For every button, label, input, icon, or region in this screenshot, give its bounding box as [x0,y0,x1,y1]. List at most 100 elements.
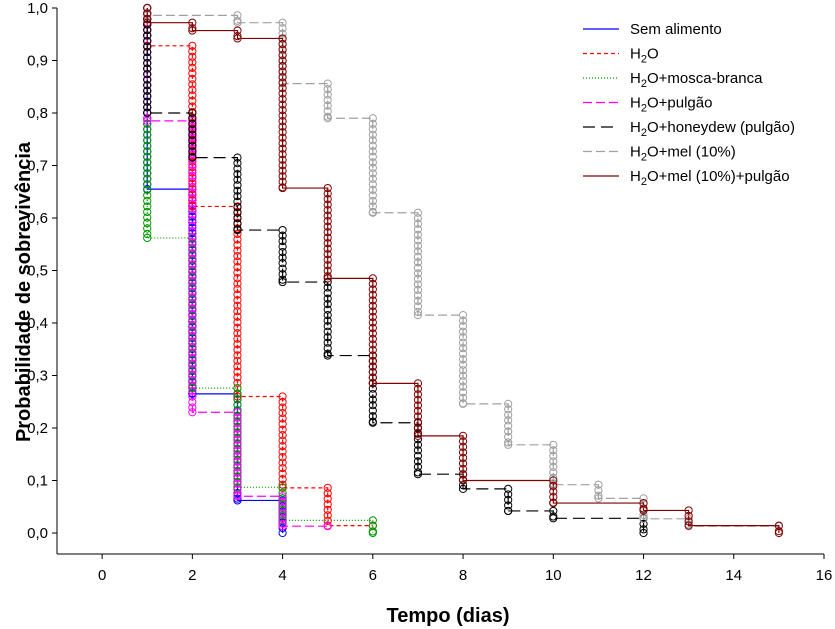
series-6-censor-marker [413,431,423,440]
series-6-censor-marker [684,517,693,526]
series-2-censor-marker [233,389,242,398]
series-5-censor-marker [413,291,423,300]
series-3-censor-marker [278,522,287,531]
series-5-censor-marker [549,451,558,460]
series-1-censor-marker [278,458,287,467]
series-4-censor-marker [413,446,423,455]
series-6-censor-marker [413,417,423,427]
series-2-censor-marker [143,218,152,228]
series-3-censor-marker [188,227,197,236]
series-3-censor-marker [188,216,197,225]
series-4-censor-marker [413,440,423,449]
series-6-censor-marker [323,250,332,259]
series-5-censor-marker [413,214,423,223]
series-3-censor-marker [188,337,197,346]
series-5-censor-marker [458,333,468,342]
series-6-censor-marker [458,431,468,440]
series-6-censor-marker [278,39,287,49]
series-3-censor-marker [188,204,197,214]
series-2-censor-marker [188,384,197,393]
series-2-censor-marker [143,125,152,134]
series-3-censor-marker [188,408,197,417]
series-4-censor-marker [368,401,377,410]
series-5-censor-marker [413,263,423,272]
series-3-censor-marker [323,522,332,531]
series-5-censor-marker [323,114,332,123]
series-5-censor-marker [458,393,468,402]
series-3-censor-marker [233,452,242,461]
legend-label-part: O+mel (10%)+pulgão [647,168,790,185]
series-3-censor-marker [188,182,197,192]
y-tick-label: 0,6 [27,210,48,227]
series-6-line [146,8,780,533]
series-3-censor-marker [188,397,197,407]
series-3-censor-marker [188,364,197,374]
series-3-censor-marker [188,149,197,159]
legend-label-part: O+mel (10%) [647,144,736,161]
series-3-censor-marker [188,359,197,368]
series-1-censor-marker [188,80,197,89]
series-4-censor-marker [323,351,332,360]
legend-label-part: O+honeydew (pulgão) [647,119,795,136]
series-1-censor-marker [188,63,197,72]
series-2-censor-marker [143,224,152,233]
series-1-censor-marker [233,329,242,338]
series-6-censor-marker [188,18,197,27]
series-1-censor-marker [233,274,242,283]
series-3-censor-marker [188,370,197,379]
series-5-censor-marker [413,236,423,245]
series-6-censor-marker [413,406,423,416]
series-6-censor-marker [368,318,377,327]
series-5-censor-marker [594,480,603,489]
series-5-censor-marker [413,280,423,289]
legend-label-part: H [630,144,641,161]
series-3-censor-marker [143,116,152,125]
series-3-censor-marker [233,408,242,417]
series-4-censor-marker [233,164,242,173]
series-4-censor-marker [143,75,152,84]
legend-label: H2O+pulgão [630,95,712,115]
series-1-censor-marker [188,202,197,211]
series-6-censor-marker [278,111,287,120]
series-4-censor-marker [188,153,197,162]
series-6-censor-marker [323,274,332,283]
series-6-censor-marker [233,34,242,43]
series-4-censor-marker [233,170,242,179]
series-5-censor-marker [368,158,377,167]
series-5-censor-marker [458,371,468,380]
series-2-censor-marker [143,185,152,195]
series-5-censor-marker [413,307,423,317]
series-1-censor-marker [233,290,242,299]
series-1-censor-marker [233,312,242,321]
y-axis-title: Probabilidade de sobrevivência [13,141,35,442]
series-6-censor-marker [278,106,287,115]
series-3-censor-marker [278,514,287,523]
series-1-censor-marker [278,392,287,401]
series-5-censor-marker [504,432,513,442]
series-6-censor-marker [368,323,377,333]
series-5-censor-marker [278,18,287,27]
series-3-censor-marker [143,114,152,123]
series-4-censor-marker [188,119,197,129]
series-5-censor-marker [413,311,423,320]
series-3-censor-marker [188,271,197,280]
series-5-censor-marker [368,174,377,183]
series-2-censor-marker [143,163,152,172]
series-3-censor-marker [188,193,197,203]
series-2-censor-marker [143,147,152,156]
series-5-censor-marker [458,366,468,375]
series-6-censor-marker [368,345,377,355]
series-4-censor-marker [504,501,513,510]
series-6-censor-marker [368,285,377,294]
series-6-censor-marker [323,228,332,237]
series-6-censor-marker [368,279,377,288]
series-4-censor-marker [504,506,513,516]
series-6-censor-marker [278,117,287,126]
series-4-censor-marker [323,316,332,325]
series-4-censor-marker [368,412,377,421]
series-1-censor-marker [323,511,332,520]
series-1-censor-marker [233,318,242,327]
series-2-censor-marker [143,158,152,167]
series-5-censor-marker [413,274,423,283]
